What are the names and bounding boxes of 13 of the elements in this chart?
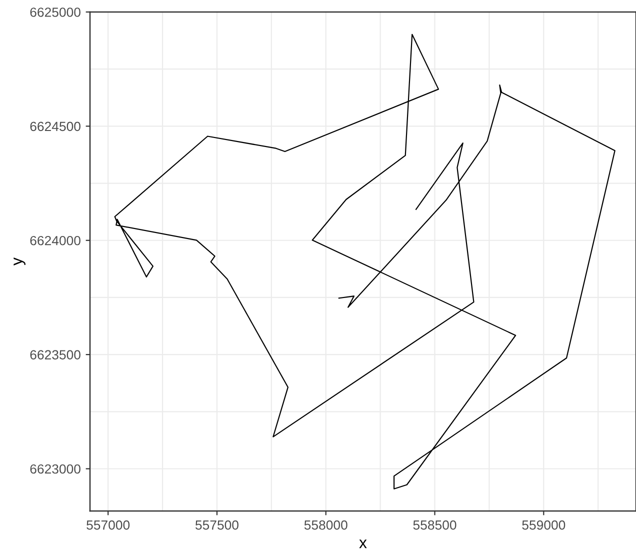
x-tick-label: 557000 [86,520,130,530]
y-tick-label: 6625000 [30,8,80,17]
y-axis-title: y [14,258,26,266]
x-axis-title: x [359,540,367,548]
x-tick-label: 558500 [413,520,456,530]
line-series [114,34,616,490]
x-tick-label: 557500 [195,520,238,530]
x-tick-label: 559000 [522,520,566,530]
y-tick-label: 6624000 [30,236,80,246]
y-tick-label: 6623000 [30,464,80,474]
y-tick-label: 6623500 [30,350,80,360]
x-tick-label: 558000 [304,520,348,530]
y-tick-label: 6624500 [30,122,80,132]
